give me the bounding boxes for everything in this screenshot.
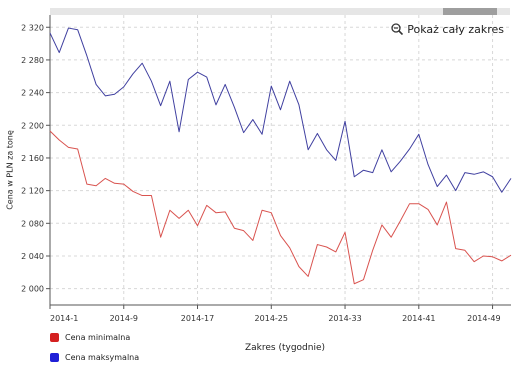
y-tick-label: 2 000 bbox=[21, 285, 44, 294]
y-tick-label: 2 040 bbox=[21, 252, 44, 261]
y-tick-label: 2 120 bbox=[21, 187, 44, 196]
legend-item-min[interactable]: Cena minimalna bbox=[50, 332, 139, 343]
x-tick-label: 2014-41 bbox=[402, 314, 435, 323]
x-axis-title: Zakres (tygodnie) bbox=[244, 343, 326, 353]
legend-swatch-min bbox=[50, 333, 59, 342]
y-tick-label: 2 200 bbox=[21, 121, 44, 130]
series-line-min bbox=[49, 130, 512, 285]
y-tick-label: 2 240 bbox=[21, 89, 44, 98]
series-line-max bbox=[49, 27, 512, 193]
range-scrollbar-thumb[interactable] bbox=[443, 8, 497, 15]
x-tick-label: 2014-1 bbox=[50, 314, 78, 323]
legend-label-max: Cena maksymalna bbox=[65, 353, 140, 362]
x-tick-label: 2014-9 bbox=[110, 314, 138, 323]
legend-label-min: Cena minimalna bbox=[65, 333, 131, 342]
legend-swatch-max bbox=[50, 353, 59, 362]
series-cena-maksymalna bbox=[49, 27, 512, 193]
y-tick-label: 2 320 bbox=[21, 23, 44, 32]
legend: Cena minimalna Cena maksymalna bbox=[50, 332, 139, 372]
x-tick-label: 2014-25 bbox=[255, 314, 288, 323]
series-cena-minimalna bbox=[49, 130, 512, 285]
legend-item-max[interactable]: Cena maksymalna bbox=[50, 352, 139, 363]
zoom-reset-label: Pokaż cały zakres bbox=[407, 22, 504, 36]
y-tick-labels: 2 000 2 040 2 080 2 120 2 160 2 200 2 240 2 280… bbox=[21, 23, 44, 293]
zoom-out-icon bbox=[391, 23, 404, 35]
x-tick-label: 2014-33 bbox=[328, 314, 361, 323]
axes bbox=[46, 15, 511, 309]
x-tick-label: 2014-49 bbox=[467, 314, 500, 323]
grid bbox=[49, 15, 511, 305]
y-tick-label: 2 280 bbox=[21, 56, 44, 65]
x-tick-labels: 2014-1 2014-9 2014-17 2014-25 2014-33 2014-41… bbox=[50, 314, 501, 323]
y-tick-label: 2 160 bbox=[21, 154, 44, 163]
x-tick-label: 2014-17 bbox=[181, 314, 214, 323]
range-scrollbar[interactable] bbox=[50, 8, 510, 15]
y-axis-title: Cena w PLN za tonę bbox=[5, 130, 15, 210]
zoom-reset-button[interactable]: Pokaż cały zakres bbox=[391, 21, 504, 37]
y-tick-label: 2 080 bbox=[21, 219, 44, 228]
